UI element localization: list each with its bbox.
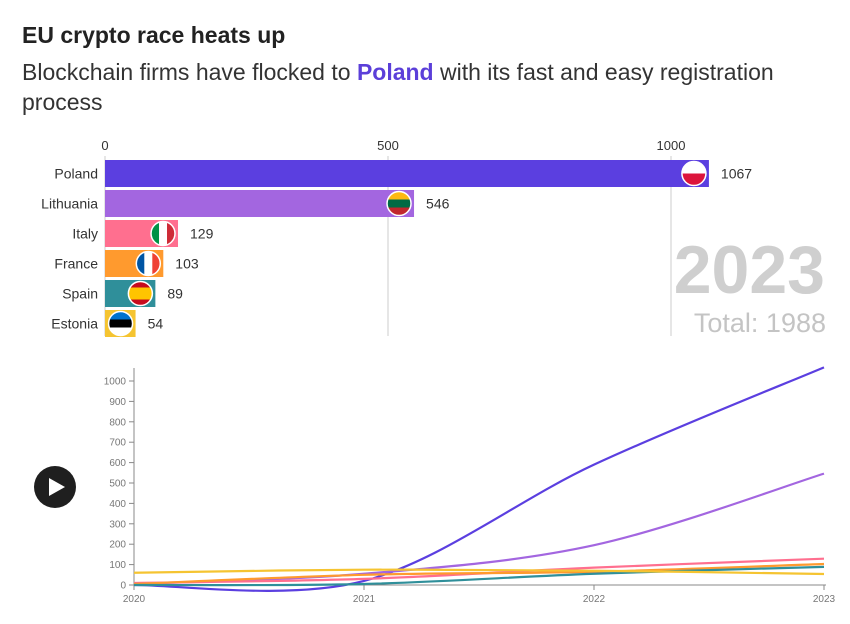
play-button[interactable] <box>34 466 76 508</box>
subtitle-text-end: with its fast and easy registration proc… <box>22 59 774 115</box>
bar-category-label: France <box>54 256 98 272</box>
line-x-tick-label: 2020 <box>123 594 146 605</box>
chart-title: EU crypto race heats up <box>22 22 286 48</box>
bar-category-label: Poland <box>54 166 98 182</box>
chart-subtitle: Blockchain firms have flocked to Poland … <box>22 57 782 117</box>
bar-value-label: 103 <box>175 256 199 272</box>
bar-value-label: 54 <box>148 316 164 332</box>
bar-category-label: Lithuania <box>41 196 98 212</box>
flag-border <box>681 160 707 187</box>
bar-poland <box>105 160 709 187</box>
line-x-tick-label: 2023 <box>813 594 836 605</box>
play-icon <box>49 478 65 496</box>
line-y-tick-label: 400 <box>109 499 126 510</box>
france-flag-icon <box>136 251 161 276</box>
flag-border <box>150 220 176 247</box>
bar-chart-race: 0 500 1000 Poland 1067 Lithuania 546 Italy 129 F… <box>41 138 826 338</box>
bar-value-label: 1067 <box>721 166 752 182</box>
bar-category-label: Italy <box>72 226 98 242</box>
bar-value-label: 89 <box>167 286 183 302</box>
flag-border <box>107 310 134 337</box>
estonia-flag-icon <box>108 311 133 336</box>
line-y-tick-label: 100 <box>109 560 126 571</box>
bar-category-label: Estonia <box>51 316 98 332</box>
bar-category-label: Spain <box>62 286 98 302</box>
line-y-tick-label: 500 <box>109 479 126 490</box>
year-label: 2023 <box>674 232 825 308</box>
flag-border <box>135 250 162 277</box>
bar-lithuania <box>105 190 415 217</box>
total-label: Total: 1988 <box>694 308 826 338</box>
subtitle-highlight: Poland <box>356 59 434 85</box>
line-series <box>133 366 825 592</box>
bar-value-label: 546 <box>426 196 450 212</box>
line-y-tick-label: 900 <box>109 397 126 408</box>
line-x-tick-label: 2021 <box>353 594 376 605</box>
bar-x-tick-label: 1000 <box>657 138 686 153</box>
line-y-tick-label: 1000 <box>104 377 127 388</box>
spain-flag-icon <box>128 281 153 306</box>
line-series-spain <box>133 565 825 587</box>
line-series-poland <box>133 366 825 592</box>
line-series-estonia <box>133 568 825 576</box>
bar-x-tick-label: 500 <box>377 138 399 153</box>
flag-border <box>127 280 154 307</box>
subtitle-text-start: Blockchain firms have flocked to <box>22 59 357 85</box>
line-series-france <box>133 562 825 586</box>
line-y-tick-label: 600 <box>109 458 126 469</box>
flag-border <box>386 190 412 217</box>
line-y-tick-label: 0 <box>120 581 126 592</box>
line-y-tick-label: 300 <box>109 519 126 530</box>
poland-flag-icon <box>681 161 706 186</box>
line-y-tick-label: 700 <box>109 438 126 449</box>
bar-x-tick-label: 0 <box>101 138 108 153</box>
italy-flag-icon <box>151 221 176 246</box>
line-y-tick-label: 200 <box>109 540 126 551</box>
lithuania-flag-icon <box>387 191 412 216</box>
bar-value-label: 129 <box>190 226 214 242</box>
bar-bars: Poland 1067 Lithuania 546 Italy 129 France 103 S… <box>41 160 752 337</box>
line-y-tick-label: 800 <box>109 417 126 428</box>
line-x-tick-label: 2022 <box>583 594 606 605</box>
